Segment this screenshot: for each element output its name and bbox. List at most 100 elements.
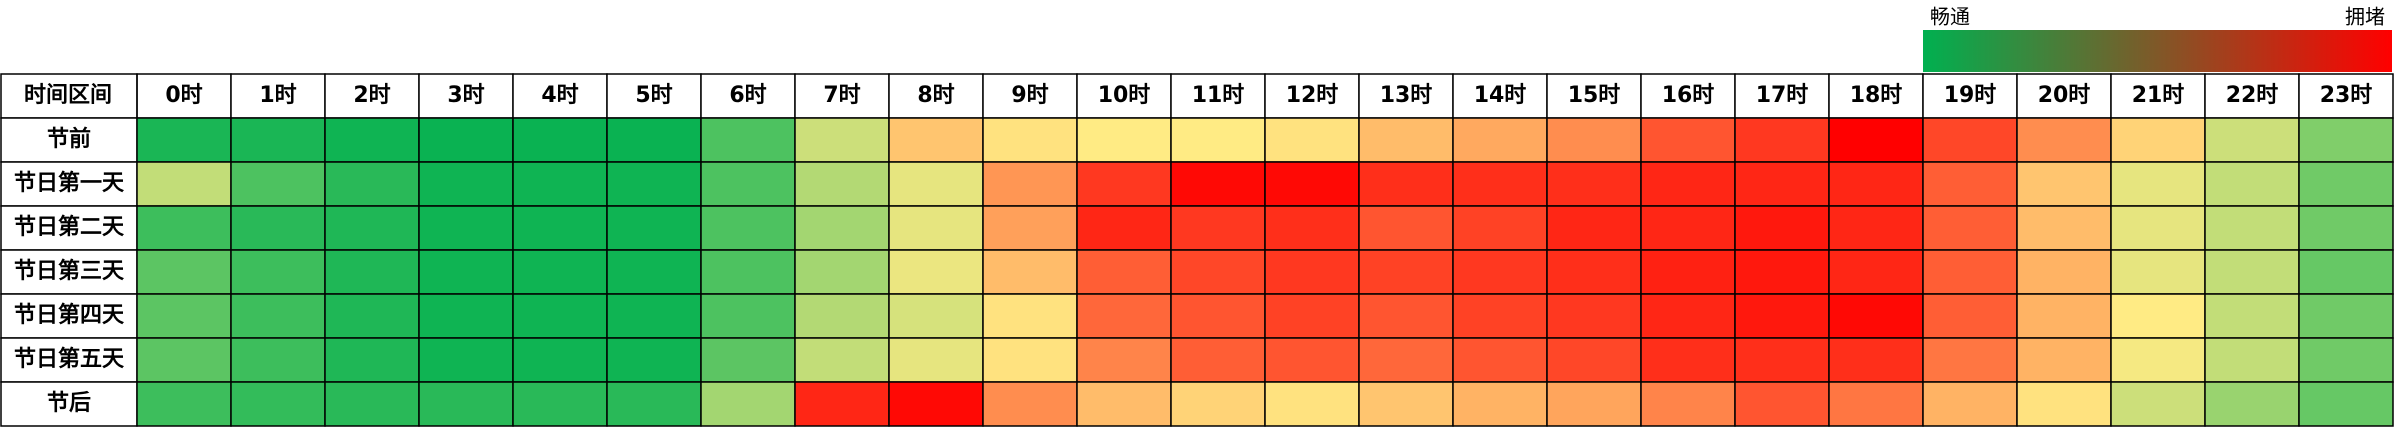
heat-cell	[982, 337, 1078, 383]
heat-cell	[888, 293, 984, 339]
heat-cell	[1358, 249, 1454, 295]
heat-cell	[2298, 337, 2394, 383]
heat-cell	[1828, 381, 1924, 427]
heat-cell	[230, 381, 326, 427]
heat-cell	[1264, 249, 1360, 295]
heat-cell	[2204, 337, 2300, 383]
header-cell	[1546, 73, 1642, 119]
heat-cell	[1170, 161, 1266, 207]
heat-cell	[1452, 249, 1548, 295]
heat-cell	[1170, 293, 1266, 339]
heat-cell	[418, 337, 514, 383]
row-header-cell	[0, 205, 138, 251]
x-tick-label: 22时	[2226, 83, 2279, 108]
heat-cell	[230, 205, 326, 251]
heat-cell	[1452, 117, 1548, 163]
row-header-cell	[0, 161, 138, 207]
x-tick-label: 21时	[2132, 83, 2185, 108]
header-cell	[982, 73, 1078, 119]
heat-cell	[1828, 337, 1924, 383]
heat-cell	[324, 117, 420, 163]
heat-cell	[1734, 205, 1830, 251]
heat-cell	[982, 293, 1078, 339]
heat-cell	[2016, 249, 2112, 295]
heat-cell	[512, 293, 608, 339]
heat-cell	[1546, 381, 1642, 427]
heat-cell	[1828, 249, 1924, 295]
header-cell	[1828, 73, 1924, 119]
heat-cell	[1264, 117, 1360, 163]
heat-cell	[2204, 381, 2300, 427]
x-tick-label: 9时	[1011, 83, 1048, 108]
heat-cell	[418, 381, 514, 427]
heat-cell	[1170, 117, 1266, 163]
heat-cell	[606, 381, 702, 427]
heat-cell	[2298, 293, 2394, 339]
heat-cell	[1640, 117, 1736, 163]
heat-cell	[2298, 249, 2394, 295]
header-cell	[1734, 73, 1830, 119]
heat-cell	[1734, 381, 1830, 427]
heat-cell	[794, 205, 890, 251]
heat-cell	[1170, 205, 1266, 251]
header-cell	[1922, 73, 2018, 119]
heat-cell	[1264, 205, 1360, 251]
x-tick-label: 6时	[729, 83, 766, 108]
y-tick-label: 节前	[47, 126, 91, 152]
x-tick-label: 14时	[1474, 83, 1527, 108]
x-tick-label: 18时	[1850, 83, 1903, 108]
heat-cell	[982, 249, 1078, 295]
heat-cell	[1170, 249, 1266, 295]
x-tick-label: 17时	[1756, 83, 1809, 108]
heat-cell	[1076, 117, 1172, 163]
heat-cell	[794, 337, 890, 383]
heat-cell	[794, 381, 890, 427]
x-tick-label: 15时	[1568, 83, 1621, 108]
header-cell	[2016, 73, 2112, 119]
heat-cell	[2110, 205, 2206, 251]
heat-cell	[606, 161, 702, 207]
heat-cell	[230, 161, 326, 207]
heat-cell	[1734, 337, 1830, 383]
header-cell	[794, 73, 890, 119]
corner-label: 时间区间	[24, 83, 112, 108]
heat-cell	[2204, 293, 2300, 339]
x-tick-label: 7时	[823, 83, 860, 108]
header-cell	[2204, 73, 2300, 119]
heat-cell	[888, 249, 984, 295]
heat-cell	[1076, 249, 1172, 295]
heat-cell	[1546, 293, 1642, 339]
heat-cell	[2110, 161, 2206, 207]
heat-cell	[512, 161, 608, 207]
y-tick-label: 节日第五天	[14, 346, 125, 372]
header-cell	[2110, 73, 2206, 119]
heat-cell	[1828, 205, 1924, 251]
legend-high-label: 拥堵	[2345, 5, 2385, 29]
heat-cell	[1358, 381, 1454, 427]
heat-cell	[2298, 117, 2394, 163]
heat-cell	[2298, 205, 2394, 251]
heat-cell	[324, 161, 420, 207]
heat-cell	[1734, 249, 1830, 295]
x-tick-label: 19时	[1944, 83, 1997, 108]
heat-cell	[1264, 293, 1360, 339]
heat-cell	[512, 249, 608, 295]
heat-cell	[2204, 161, 2300, 207]
x-tick-label: 1时	[259, 83, 296, 108]
heat-cell	[794, 117, 890, 163]
heat-cell	[2110, 117, 2206, 163]
heat-cell	[888, 337, 984, 383]
y-tick-label: 节日第三天	[14, 258, 125, 284]
heat-cell	[2298, 161, 2394, 207]
x-tick-label: 5时	[635, 83, 672, 108]
header-cell	[606, 73, 702, 119]
heat-cell	[1546, 249, 1642, 295]
heat-cell	[700, 249, 796, 295]
heat-cell	[1076, 337, 1172, 383]
heat-cell	[982, 161, 1078, 207]
heat-cell	[606, 205, 702, 251]
legend-gradient	[1923, 30, 2392, 72]
heat-cell	[1922, 117, 2018, 163]
x-tick-label: 2时	[353, 83, 390, 108]
